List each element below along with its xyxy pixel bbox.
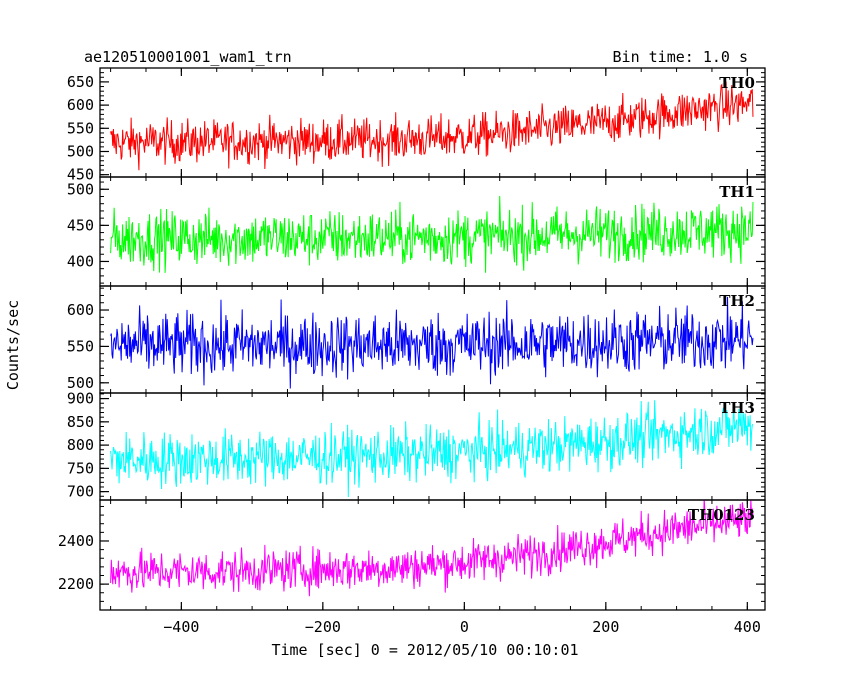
y-tick-label: 500 [67, 180, 94, 198]
y-tick-label: 650 [67, 73, 94, 91]
figure-title: ae120510001001_wam1_trn [84, 48, 292, 66]
series-th0-line [110, 81, 754, 171]
y-tick-label: 800 [67, 436, 94, 454]
x-tick-label: 400 [734, 618, 761, 636]
y-tick-label: 400 [67, 252, 94, 270]
panel-th3: 700 750 800 850 900 TH3 [67, 390, 766, 501]
panel-frame [99, 499, 766, 611]
y-tick-label: 700 [67, 483, 94, 501]
panel-label-th2: TH2 [719, 292, 755, 310]
series-th3-line [110, 400, 754, 498]
x-tick-label: −200 [305, 618, 341, 636]
x-tick-label: −400 [163, 618, 199, 636]
panel-label-th0: TH0 [719, 74, 755, 92]
panel-th2: 500 550 600 TH2 [67, 285, 766, 394]
panel-label-th1: TH1 [719, 183, 755, 201]
series-th1-line [110, 195, 754, 273]
y-tick-label: 550 [67, 337, 94, 355]
y-tick-label: 550 [67, 119, 94, 137]
y-tick-label: 2200 [58, 575, 94, 593]
panel-label-th3: TH3 [719, 399, 755, 417]
y-tick-label: 600 [67, 301, 94, 319]
y-tick-label: 500 [67, 142, 94, 160]
y-tick-label: 450 [67, 216, 94, 234]
x-axis-label: Time [sec] 0 = 2012/05/10 00:10:01 [271, 641, 578, 659]
x-tick-label: 200 [592, 618, 619, 636]
y-tick-label: 2400 [58, 532, 94, 550]
panel-th0: 450 500 550 600 650 TH0 [67, 67, 766, 184]
y-tick-label: 750 [67, 459, 94, 477]
series-th2-line [110, 296, 754, 389]
panel-th1: 400 450 500 TH1 [67, 176, 766, 287]
y-axis-label: Counts/sec [4, 300, 22, 390]
y-tick-label: 900 [67, 390, 94, 408]
bin-time-label: Bin time: 1.0 s [613, 48, 748, 66]
panel-frame [99, 67, 766, 178]
panel-label-th0123: TH0123 [688, 506, 755, 524]
series-th0123-line [110, 500, 754, 597]
y-tick-label: 600 [67, 96, 94, 114]
y-tick-label: 500 [67, 374, 94, 392]
y-tick-label: 450 [67, 166, 94, 184]
y-tick-label: 850 [67, 413, 94, 431]
x-tick-label: 0 [460, 618, 469, 636]
panel-th0123: 2200 2400 TH0123 −400 −200 0 200 400 [58, 499, 766, 636]
